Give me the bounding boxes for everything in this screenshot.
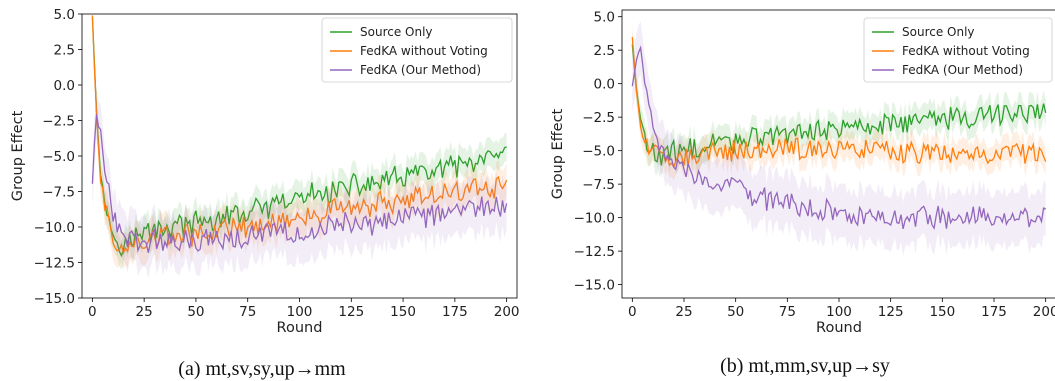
x-tick-label: 75 [779, 304, 796, 320]
x-tick-label: 125 [338, 304, 364, 320]
x-tick-label: 0 [88, 304, 97, 320]
y-tick-label: −5.0 [582, 144, 615, 160]
x-tick-label: 200 [494, 304, 520, 320]
series-band-fedka_without_voting [92, 14, 507, 270]
y-tick-label: 0.0 [594, 77, 615, 93]
x-tick-label: 0 [628, 304, 637, 320]
legend-entry-fedka_without_voting: FedKA without Voting [360, 44, 488, 58]
y-tick-label: −2.5 [582, 110, 615, 126]
y-tick-label: −15.0 [574, 278, 615, 294]
y-tick-label: −7.5 [42, 185, 75, 201]
x-axis-label: Round [816, 320, 862, 336]
figure-caption: (b) mt,mm,sv,up→sy [720, 355, 890, 377]
y-tick-label: −10.0 [34, 220, 75, 236]
x-tick-label: 175 [442, 304, 468, 320]
figure-caption: (a) mt,sv,sy,up→mm [178, 358, 346, 380]
series-band-source_only [632, 30, 1046, 179]
x-tick-label: 50 [727, 304, 744, 320]
x-tick-label: 100 [826, 304, 852, 320]
legend-box [863, 17, 1053, 83]
x-tick-label: 25 [136, 304, 153, 320]
legend-entry-fedka_without_voting: FedKA without Voting [902, 44, 1030, 58]
legend-entry-source_only: Source Only [902, 25, 975, 39]
y-tick-label: −7.5 [582, 177, 615, 193]
x-tick-label: 75 [239, 304, 256, 320]
series-line-fedka_without_voting [631, 37, 1047, 169]
y-tick-label: −10.0 [574, 211, 615, 227]
x-tick-label: 200 [1033, 304, 1055, 320]
x-tick-label: 50 [187, 304, 204, 320]
legend-box [321, 17, 513, 83]
y-tick-label: −5.0 [42, 149, 75, 165]
series-line-fedka_ours [631, 45, 1046, 231]
x-tick-label: 25 [675, 304, 692, 320]
x-tick-label: 100 [287, 304, 313, 320]
y-tick-label: −12.5 [34, 256, 75, 272]
x-tick-label: 175 [981, 304, 1007, 320]
y-tick-label: −2.5 [42, 114, 75, 130]
y-axis-label: Group Effect [10, 110, 26, 201]
x-axis-label: Round [277, 320, 323, 336]
legend-entry-source_only: Source Only [360, 25, 433, 39]
series-line-fedka_without_voting [91, 15, 508, 255]
y-tick-label: −12.5 [574, 244, 615, 260]
x-tick-label: 150 [390, 304, 416, 320]
series-band-fedka_without_voting [632, 23, 1046, 181]
series-band-fedka_ours [92, 88, 507, 279]
series-line-fedka_ours [91, 114, 508, 253]
y-tick-label: 5.0 [54, 7, 75, 23]
y-axis-label: Group Effect [550, 108, 566, 199]
chart-panel-a: 0 25 50 75 100 125 150 175 200 −15.0 −12.5 −10.0 −7.… [10, 7, 520, 380]
chart-panel-b: 0 25 50 75 100 125 150 175 200 −15.0 −12.5 −10.0 −7.… [550, 9, 1055, 377]
x-tick-label: 150 [929, 304, 955, 320]
y-tick-label: 2.5 [54, 43, 75, 59]
legend-entry-fedka_ours: FedKA (Our Method) [902, 63, 1023, 77]
y-tick-label: 2.5 [594, 43, 615, 59]
series-band-source_only [92, 14, 507, 270]
series-line-source_only [631, 44, 1047, 166]
y-tick-label: 5.0 [594, 10, 615, 26]
legend-entry-fedka_ours: FedKA (Our Method) [360, 63, 481, 77]
y-tick-label: −15.0 [34, 291, 75, 307]
x-tick-label: 125 [878, 304, 904, 320]
y-tick-label: 0.0 [54, 78, 75, 94]
series-band-fedka_ours [632, 20, 1046, 256]
